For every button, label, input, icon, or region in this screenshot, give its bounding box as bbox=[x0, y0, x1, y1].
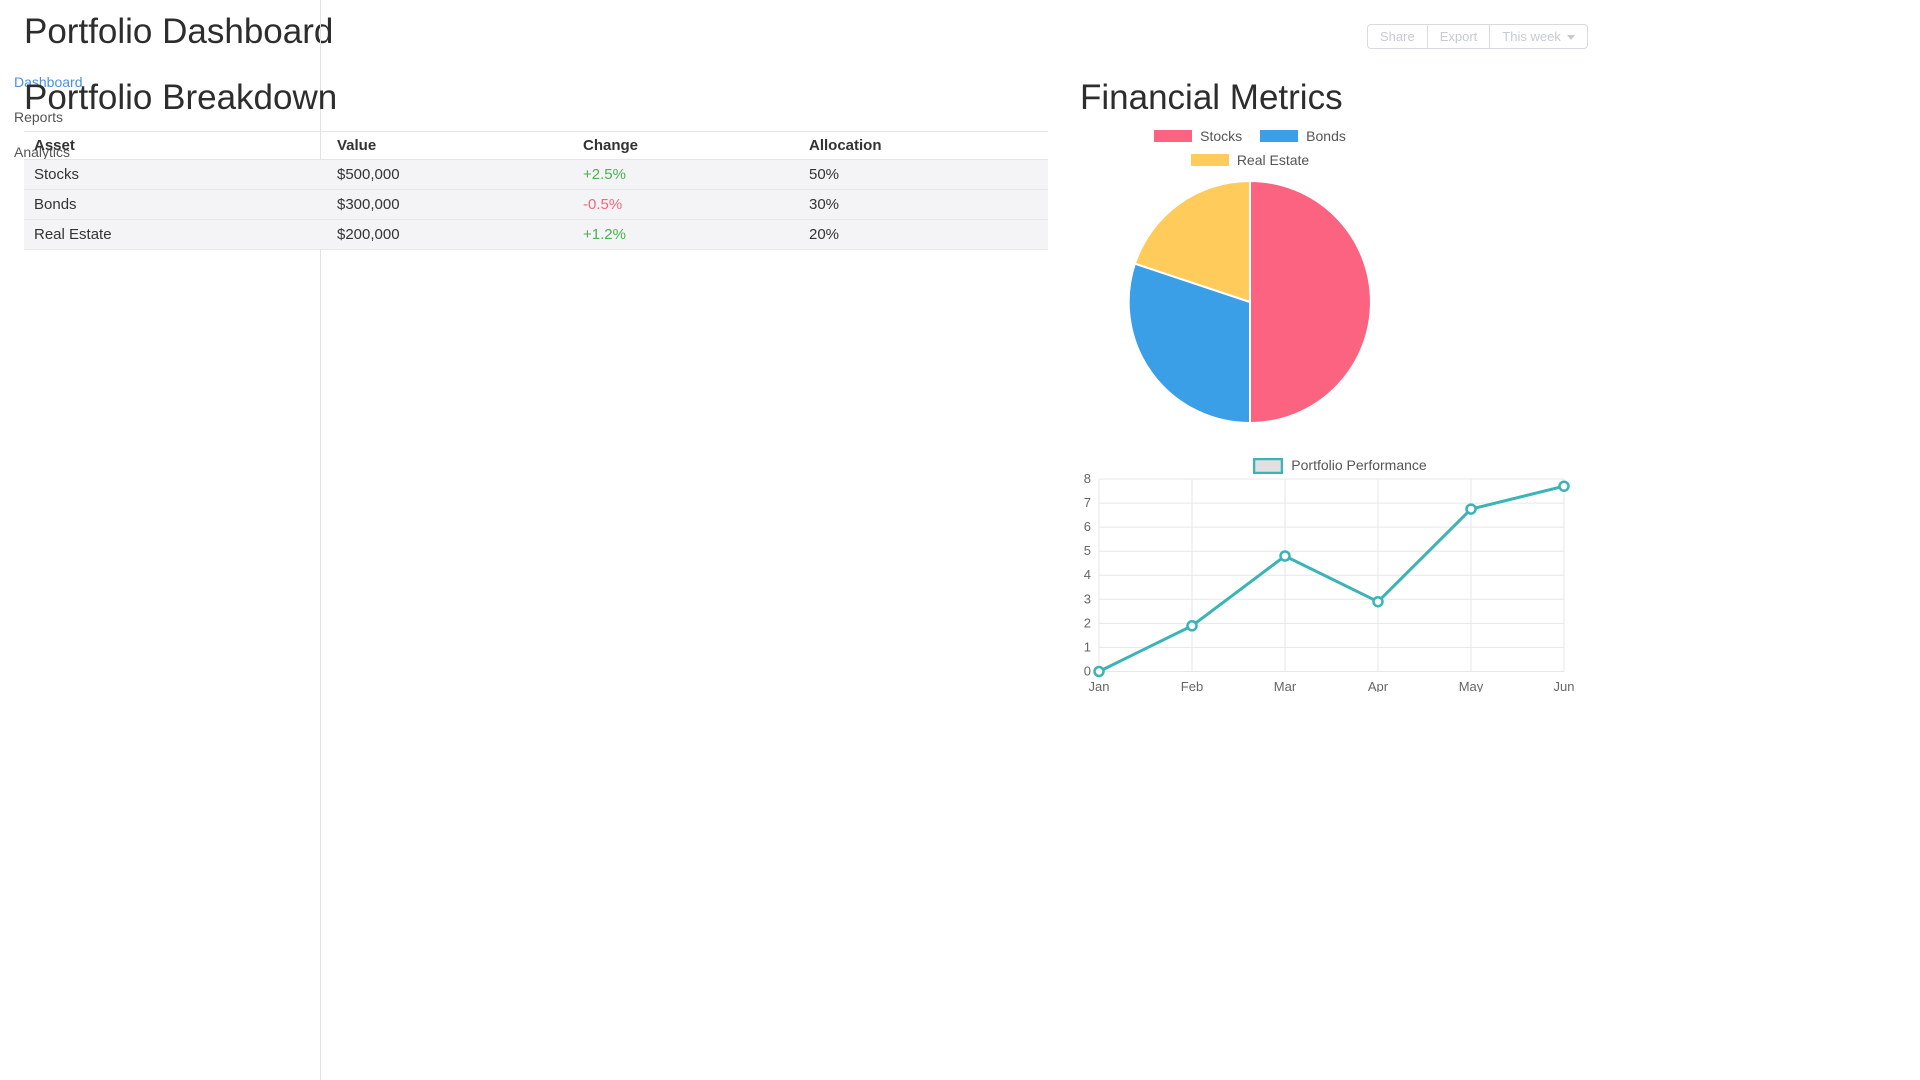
svg-text:Feb: Feb bbox=[1181, 679, 1203, 692]
svg-text:Jun: Jun bbox=[1554, 679, 1575, 692]
svg-text:1: 1 bbox=[1084, 639, 1091, 654]
svg-text:3: 3 bbox=[1084, 591, 1091, 606]
svg-text:May: May bbox=[1459, 679, 1484, 692]
svg-text:Apr: Apr bbox=[1368, 679, 1389, 692]
svg-text:Mar: Mar bbox=[1274, 679, 1297, 692]
svg-text:8: 8 bbox=[1084, 471, 1091, 486]
svg-text:6: 6 bbox=[1084, 519, 1091, 534]
svg-text:7: 7 bbox=[1084, 495, 1091, 510]
svg-text:Jan: Jan bbox=[1089, 679, 1110, 692]
svg-text:5: 5 bbox=[1084, 543, 1091, 558]
svg-text:2: 2 bbox=[1084, 615, 1091, 630]
svg-text:0: 0 bbox=[1084, 664, 1091, 679]
svg-text:4: 4 bbox=[1084, 567, 1091, 582]
